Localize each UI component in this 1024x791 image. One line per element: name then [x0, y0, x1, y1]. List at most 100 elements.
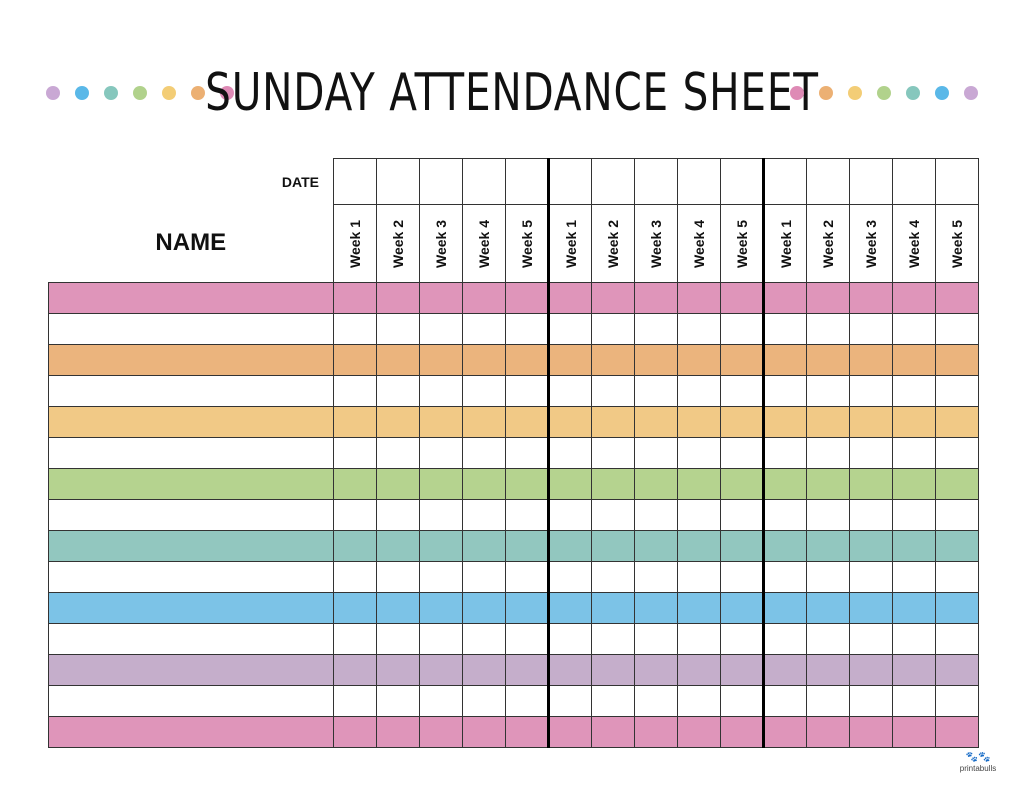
- attendance-cell[interactable]: [505, 716, 549, 748]
- attendance-cell[interactable]: [505, 375, 549, 407]
- attendance-cell[interactable]: [892, 313, 936, 345]
- attendance-cell[interactable]: [591, 437, 635, 469]
- attendance-cell[interactable]: [333, 437, 377, 469]
- attendance-cell[interactable]: [634, 716, 678, 748]
- attendance-cell[interactable]: [634, 282, 678, 314]
- attendance-cell[interactable]: [462, 437, 506, 469]
- attendance-cell[interactable]: [376, 685, 420, 717]
- attendance-cell[interactable]: [333, 499, 377, 531]
- attendance-cell[interactable]: [462, 406, 506, 438]
- attendance-cell[interactable]: [677, 561, 721, 593]
- attendance-cell[interactable]: [591, 716, 635, 748]
- attendance-cell[interactable]: [462, 282, 506, 314]
- attendance-cell[interactable]: [634, 344, 678, 376]
- name-cell[interactable]: [48, 437, 334, 469]
- attendance-cell[interactable]: [634, 623, 678, 655]
- attendance-cell[interactable]: [591, 561, 635, 593]
- attendance-cell[interactable]: [849, 561, 893, 593]
- attendance-cell[interactable]: [419, 592, 463, 624]
- date-cell[interactable]: [849, 158, 893, 205]
- attendance-cell[interactable]: [376, 561, 420, 593]
- attendance-cell[interactable]: [419, 406, 463, 438]
- attendance-cell[interactable]: [806, 468, 850, 500]
- attendance-cell[interactable]: [806, 282, 850, 314]
- date-cell[interactable]: [806, 158, 850, 205]
- attendance-cell[interactable]: [547, 375, 592, 407]
- attendance-cell[interactable]: [376, 592, 420, 624]
- attendance-cell[interactable]: [720, 530, 764, 562]
- attendance-cell[interactable]: [591, 344, 635, 376]
- attendance-cell[interactable]: [892, 499, 936, 531]
- attendance-cell[interactable]: [720, 561, 764, 593]
- attendance-cell[interactable]: [806, 437, 850, 469]
- attendance-cell[interactable]: [505, 623, 549, 655]
- attendance-cell[interactable]: [720, 685, 764, 717]
- attendance-cell[interactable]: [720, 499, 764, 531]
- attendance-cell[interactable]: [462, 530, 506, 562]
- attendance-cell[interactable]: [462, 313, 506, 345]
- attendance-cell[interactable]: [634, 530, 678, 562]
- attendance-cell[interactable]: [505, 561, 549, 593]
- attendance-cell[interactable]: [376, 623, 420, 655]
- attendance-cell[interactable]: [935, 530, 979, 562]
- attendance-cell[interactable]: [720, 406, 764, 438]
- attendance-cell[interactable]: [935, 716, 979, 748]
- date-cell[interactable]: [547, 158, 592, 205]
- name-cell[interactable]: [48, 592, 334, 624]
- attendance-cell[interactable]: [419, 468, 463, 500]
- attendance-cell[interactable]: [333, 530, 377, 562]
- attendance-cell[interactable]: [462, 468, 506, 500]
- attendance-cell[interactable]: [505, 406, 549, 438]
- attendance-cell[interactable]: [762, 313, 807, 345]
- attendance-cell[interactable]: [720, 313, 764, 345]
- date-cell[interactable]: [333, 158, 377, 205]
- attendance-cell[interactable]: [677, 468, 721, 500]
- attendance-cell[interactable]: [333, 716, 377, 748]
- name-cell[interactable]: [48, 375, 334, 407]
- attendance-cell[interactable]: [762, 561, 807, 593]
- attendance-cell[interactable]: [849, 592, 893, 624]
- attendance-cell[interactable]: [935, 437, 979, 469]
- attendance-cell[interactable]: [720, 592, 764, 624]
- attendance-cell[interactable]: [762, 344, 807, 376]
- attendance-cell[interactable]: [419, 313, 463, 345]
- attendance-cell[interactable]: [762, 375, 807, 407]
- attendance-cell[interactable]: [720, 437, 764, 469]
- attendance-cell[interactable]: [677, 437, 721, 469]
- attendance-cell[interactable]: [849, 623, 893, 655]
- attendance-cell[interactable]: [806, 406, 850, 438]
- attendance-cell[interactable]: [806, 654, 850, 686]
- attendance-cell[interactable]: [806, 592, 850, 624]
- attendance-cell[interactable]: [892, 437, 936, 469]
- attendance-cell[interactable]: [376, 716, 420, 748]
- attendance-cell[interactable]: [892, 592, 936, 624]
- attendance-cell[interactable]: [720, 654, 764, 686]
- attendance-cell[interactable]: [376, 468, 420, 500]
- attendance-cell[interactable]: [720, 375, 764, 407]
- date-cell[interactable]: [892, 158, 936, 205]
- attendance-cell[interactable]: [333, 623, 377, 655]
- attendance-cell[interactable]: [591, 499, 635, 531]
- attendance-cell[interactable]: [892, 530, 936, 562]
- attendance-cell[interactable]: [505, 654, 549, 686]
- date-cell[interactable]: [376, 158, 420, 205]
- attendance-cell[interactable]: [935, 623, 979, 655]
- attendance-cell[interactable]: [505, 685, 549, 717]
- attendance-cell[interactable]: [849, 685, 893, 717]
- attendance-cell[interactable]: [333, 375, 377, 407]
- attendance-cell[interactable]: [376, 282, 420, 314]
- attendance-cell[interactable]: [892, 344, 936, 376]
- attendance-cell[interactable]: [505, 437, 549, 469]
- attendance-cell[interactable]: [892, 561, 936, 593]
- attendance-cell[interactable]: [762, 716, 807, 748]
- attendance-cell[interactable]: [806, 313, 850, 345]
- attendance-cell[interactable]: [892, 623, 936, 655]
- attendance-cell[interactable]: [806, 623, 850, 655]
- attendance-cell[interactable]: [806, 685, 850, 717]
- attendance-cell[interactable]: [462, 375, 506, 407]
- attendance-cell[interactable]: [547, 623, 592, 655]
- attendance-cell[interactable]: [591, 530, 635, 562]
- name-cell[interactable]: [48, 406, 334, 438]
- attendance-cell[interactable]: [762, 282, 807, 314]
- attendance-cell[interactable]: [935, 499, 979, 531]
